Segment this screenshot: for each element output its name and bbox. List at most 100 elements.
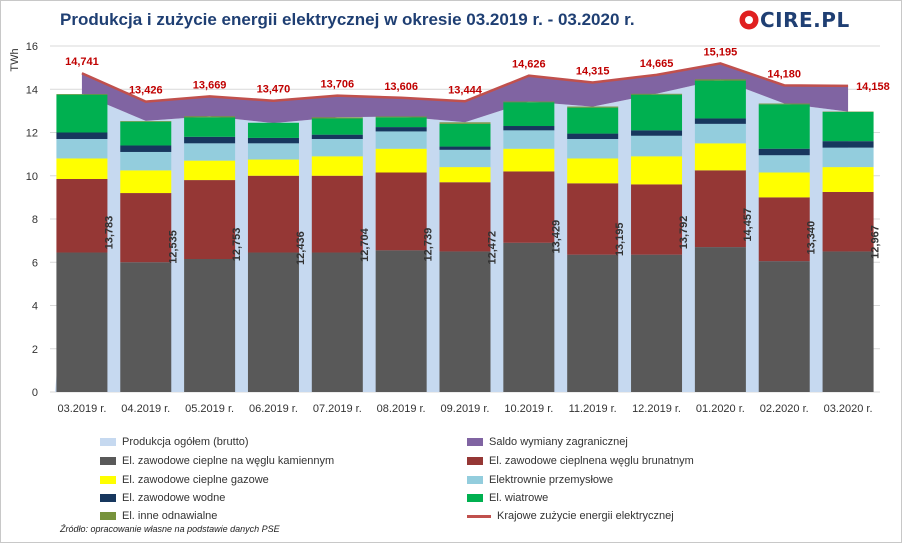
chart-title: Produkcja i zużycie energii elektrycznej… <box>60 10 635 29</box>
x-tick-label: 07.2019 r. <box>313 403 362 415</box>
legend-item-other-renewable: El. inne odnawialne <box>100 509 217 523</box>
bar-segment-7 <box>758 103 810 105</box>
x-tick-label: 08.2019 r. <box>377 403 426 415</box>
bar-segment-2 <box>247 175 299 253</box>
bar-segment-5 <box>567 133 619 139</box>
bar-segment-6 <box>184 117 236 137</box>
bar-segment-5 <box>631 130 683 136</box>
production-data-label: 14,457 <box>742 208 754 242</box>
bar-segment-4 <box>120 151 172 171</box>
bar-segment-4 <box>247 143 299 160</box>
y-tick-label: 0 <box>32 387 38 399</box>
bar-segment-1 <box>56 252 108 392</box>
legend-item-production: Produkcja ogółem (brutto) <box>100 435 249 449</box>
bar-segment-2 <box>120 193 172 263</box>
bar-segment-1 <box>184 259 236 392</box>
bar-segment-7 <box>120 121 172 122</box>
legend-label-import-balance: Saldo wymiany zagranicznej <box>489 436 628 448</box>
production-data-label: 12,753 <box>231 228 243 262</box>
production-data-label: 13,792 <box>678 216 690 250</box>
consumption-data-label: 14,626 <box>512 59 546 71</box>
legend-item-gas: El. zawodowe cieplne gazowe <box>100 473 269 487</box>
production-data-label: 12,967 <box>870 225 882 259</box>
bar-segment-7 <box>631 93 683 95</box>
consumption-data-label: 13,669 <box>193 79 227 91</box>
bar-segment-2 <box>822 191 874 252</box>
source-note: Źródło: opracowanie własne na podstawie … <box>60 524 280 534</box>
bar-segment-1 <box>631 254 683 392</box>
bar-segment-3 <box>56 158 108 179</box>
bar-segment-5 <box>311 134 363 139</box>
x-tick-label: 04.2019 r. <box>121 403 170 415</box>
bar-segment-4 <box>567 138 619 159</box>
bar-segment-3 <box>375 148 427 173</box>
bar-segment-2 <box>184 180 236 260</box>
production-data-label: 13,783 <box>103 216 115 250</box>
consumption-data-label: 14,180 <box>767 68 801 80</box>
bar-segment-5 <box>694 118 746 124</box>
bar-segment-6 <box>375 117 427 128</box>
legend-label-gas: El. zawodowe cieplne gazowe <box>122 474 269 486</box>
bar-segment-3 <box>631 156 683 185</box>
legend-item-wind: El. wiatrowe <box>467 491 548 505</box>
bar-segment-7 <box>56 94 108 95</box>
legend-item-lignite: El. zawodowe cieplnena węglu brunatnym <box>467 454 694 468</box>
bar-segment-7 <box>503 101 555 103</box>
logo-text: CIRE.PL <box>760 8 850 32</box>
production-data-label: 13,429 <box>550 220 562 254</box>
consumption-data-label: 15,195 <box>704 46 738 58</box>
legend-line-consumption <box>467 514 491 518</box>
bar-segment-4 <box>631 135 683 157</box>
bar-segment-1 <box>503 242 555 392</box>
bar-segment-6 <box>567 107 619 134</box>
y-tick-label: 16 <box>26 41 38 53</box>
bar-segment-1 <box>822 251 874 392</box>
bar-segment-1 <box>375 250 427 392</box>
logo: CIRE.PL <box>738 8 850 32</box>
bar-segment-4 <box>439 149 491 168</box>
bar-segment-3 <box>311 156 363 176</box>
consumption-data-label: 13,426 <box>129 85 163 97</box>
legend-item-import-balance: Saldo wymiany zagranicznej <box>467 435 628 449</box>
bar-segment-5 <box>120 145 172 152</box>
legend-swatch-wind <box>467 494 483 502</box>
bar-segment-4 <box>758 155 810 173</box>
consumption-line <box>81 62 849 103</box>
legend-swatch-lignite <box>467 457 483 465</box>
x-tick-label: 03.2020 r. <box>824 403 873 415</box>
legend-item-consumption: Krajowe zużycie energii elektrycznej <box>467 509 674 523</box>
bar-segment-6 <box>247 122 299 138</box>
consumption-data-label: 13,470 <box>257 84 291 96</box>
legend-swatch-hydro <box>100 494 116 502</box>
y-tick-label: 14 <box>26 84 38 96</box>
bar-segment-2 <box>375 172 427 251</box>
y-tick-label: 10 <box>26 171 38 183</box>
bar-segment-1 <box>758 261 810 392</box>
bar-segment-3 <box>247 159 299 176</box>
legend-item-hydro: El. zawodowe wodne <box>100 491 225 505</box>
bar-segment-2 <box>694 170 746 248</box>
bar-segment-3 <box>439 167 491 183</box>
legend-swatch-gas <box>100 476 116 484</box>
y-tick-label: 2 <box>32 344 38 356</box>
legend-label-wind: El. wiatrowe <box>489 492 549 504</box>
consumption-data-label: 14,665 <box>640 58 674 70</box>
bar-segment-6 <box>503 102 555 127</box>
x-tick-label: 12.2019 r. <box>632 403 681 415</box>
bar-segment-2 <box>758 197 810 262</box>
bar-segment-2 <box>311 175 363 253</box>
bar-segment-5 <box>56 132 108 139</box>
bar-segment-4 <box>694 123 746 144</box>
legend-swatch-hard-coal <box>100 457 116 465</box>
chart: 0 2 4 6 8 10 12 14 16 TWh 14,741 13,426 13,669 13,470… <box>9 41 890 415</box>
bar-segment-5 <box>758 148 810 156</box>
consumption-data-label: 13,444 <box>448 84 483 96</box>
x-tick-label: 09.2019 r. <box>441 403 490 415</box>
bar-segment-1 <box>439 251 491 392</box>
legend-swatch-production <box>100 438 116 446</box>
legend-item-industrial: Elektrownie przemysłowe <box>467 473 613 487</box>
bar-segment-2 <box>631 184 683 255</box>
bar-segment-4 <box>311 138 363 157</box>
legend-label-hydro: El. zawodowe wodne <box>122 492 226 504</box>
bar-segment-7 <box>567 106 619 108</box>
